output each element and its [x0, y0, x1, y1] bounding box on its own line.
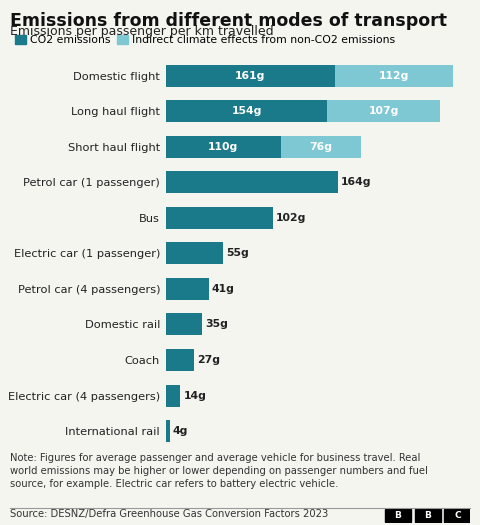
- Text: B: B: [395, 511, 401, 520]
- Text: 107g: 107g: [369, 106, 399, 116]
- Bar: [166, 313, 203, 335]
- Text: 14g: 14g: [183, 391, 206, 401]
- Text: B: B: [424, 511, 431, 520]
- Bar: [281, 135, 361, 158]
- Text: Emissions from different modes of transport: Emissions from different modes of transp…: [10, 12, 446, 29]
- Text: C: C: [454, 511, 461, 520]
- Text: 4g: 4g: [173, 426, 188, 436]
- Bar: [166, 384, 180, 406]
- Text: 112g: 112g: [379, 70, 409, 80]
- Bar: [166, 65, 335, 87]
- Text: 41g: 41g: [212, 284, 235, 294]
- FancyBboxPatch shape: [385, 509, 411, 522]
- Bar: [166, 171, 338, 193]
- Text: 35g: 35g: [205, 319, 228, 329]
- FancyBboxPatch shape: [415, 509, 441, 522]
- Text: 55g: 55g: [227, 248, 249, 258]
- Bar: [166, 207, 273, 229]
- Text: Note: Figures for average passenger and average vehicle for business travel. Rea: Note: Figures for average passenger and …: [10, 453, 428, 489]
- Bar: [166, 243, 223, 264]
- Bar: [335, 65, 453, 87]
- Text: Source: DESNZ/Defra Greenhouse Gas Conversion Factors 2023: Source: DESNZ/Defra Greenhouse Gas Conve…: [10, 509, 328, 519]
- Bar: [166, 278, 209, 300]
- Legend: CO2 emissions, Indirect climate effects from non-CO2 emissions: CO2 emissions, Indirect climate effects …: [15, 35, 396, 45]
- Text: 27g: 27g: [197, 355, 220, 365]
- Text: 164g: 164g: [341, 177, 372, 187]
- Text: 110g: 110g: [208, 142, 239, 152]
- Text: 161g: 161g: [235, 70, 265, 80]
- FancyBboxPatch shape: [444, 509, 470, 522]
- Text: Emissions per passenger per km travelled: Emissions per passenger per km travelled: [10, 25, 273, 38]
- Text: 102g: 102g: [276, 213, 306, 223]
- Bar: [166, 349, 194, 371]
- Text: 154g: 154g: [231, 106, 262, 116]
- Bar: [327, 100, 440, 122]
- Bar: [166, 420, 170, 442]
- Text: 76g: 76g: [310, 142, 333, 152]
- Bar: [166, 135, 281, 158]
- Bar: [166, 100, 327, 122]
